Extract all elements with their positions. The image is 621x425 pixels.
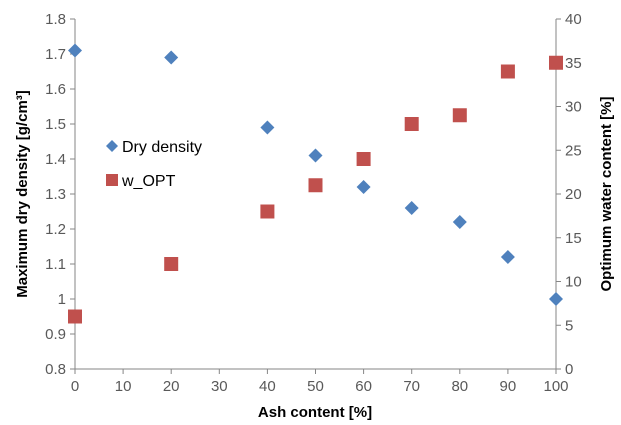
y-left-tick-label: 1.5 <box>45 116 66 133</box>
w-opt-point <box>164 257 179 271</box>
w-opt-point <box>260 204 275 219</box>
dry-density-point <box>68 43 82 58</box>
y-left-tick-label: 1.1 <box>45 256 66 273</box>
legend-label-dry-density: Dry density <box>122 139 202 156</box>
y-right-tick-label: 25 <box>565 142 582 159</box>
x-tick-label: 20 <box>163 378 180 395</box>
x-tick-label: 40 <box>259 378 276 395</box>
y-left-tick-label: 1.6 <box>45 81 66 98</box>
x-tick-label: 90 <box>500 378 517 395</box>
y-left-tick-label: 1.4 <box>45 151 66 168</box>
y-left-tick-label: 1.7 <box>45 46 66 63</box>
y-right-tick-label: 20 <box>565 186 582 203</box>
y-right-tick-label: 0 <box>565 361 573 378</box>
x-tick-label: 50 <box>307 378 324 395</box>
legend-marker-w-opt <box>106 174 118 186</box>
y-left-tick-label: 1.2 <box>45 221 66 238</box>
dry-density-point <box>308 148 323 163</box>
x-tick-label: 100 <box>543 378 568 395</box>
y-left-tick-label: 1.8 <box>45 11 66 28</box>
x-tick-label: 30 <box>211 378 228 395</box>
x-tick-label: 0 <box>71 378 79 395</box>
y-left-tick-label: 0.9 <box>45 326 66 343</box>
dry-density-point <box>260 120 275 135</box>
y-right-tick-label: 30 <box>565 99 582 116</box>
y-right-tick-label: 10 <box>565 274 582 291</box>
w-opt-point <box>404 117 419 131</box>
y-right-axis-ticks: 0 5 10 15 20 25 30 35 40 <box>556 11 582 378</box>
y-left-axis-ticks: 0.8 0.9 1 1.1 1.2 1.3 1.4 1.5 1.6 1.7 1.8 <box>45 11 75 378</box>
legend-box <box>94 126 224 202</box>
y-right-tick-label: 35 <box>565 55 582 72</box>
dry-density-point <box>549 292 563 306</box>
x-axis-title: Ash content [%] <box>258 404 372 421</box>
w-opt-point <box>452 108 467 123</box>
y-right-axis-title: Optimum water content [%] <box>598 96 615 291</box>
data-marks <box>68 43 563 324</box>
y-left-tick-label: 0.8 <box>45 361 66 378</box>
y-right-tick-label: 40 <box>565 11 582 28</box>
x-tick-label: 70 <box>403 378 420 395</box>
dry-density-point <box>356 180 371 194</box>
w-opt-point <box>308 178 323 193</box>
x-tick-label: 10 <box>115 378 132 395</box>
w-opt-point <box>68 309 82 324</box>
legend: Dry density w_OPT <box>106 139 202 190</box>
dry-density-point <box>452 215 467 229</box>
legend-label-w-opt: w_OPT <box>121 173 176 190</box>
dry-density-point <box>500 250 515 264</box>
dry-density-point <box>404 201 419 215</box>
w-opt-point <box>549 55 563 70</box>
w-opt-point <box>500 64 515 79</box>
legend-marker-dry-density <box>106 140 118 152</box>
y-right-tick-label: 5 <box>565 317 573 334</box>
x-tick-label: 80 <box>451 378 468 395</box>
x-tick-label: 60 <box>355 378 372 395</box>
y-left-tick-label: 1 <box>58 291 66 308</box>
y-left-tick-label: 1.3 <box>45 186 66 203</box>
w-opt-point <box>356 152 371 166</box>
x-axis-ticks: 0 10 20 30 40 50 60 70 80 90 100 <box>71 369 569 395</box>
y-left-axis-title: Maximum dry density [g/cm³] <box>14 90 31 298</box>
y-right-tick-label: 15 <box>565 230 582 247</box>
dry-density-point <box>164 50 179 65</box>
